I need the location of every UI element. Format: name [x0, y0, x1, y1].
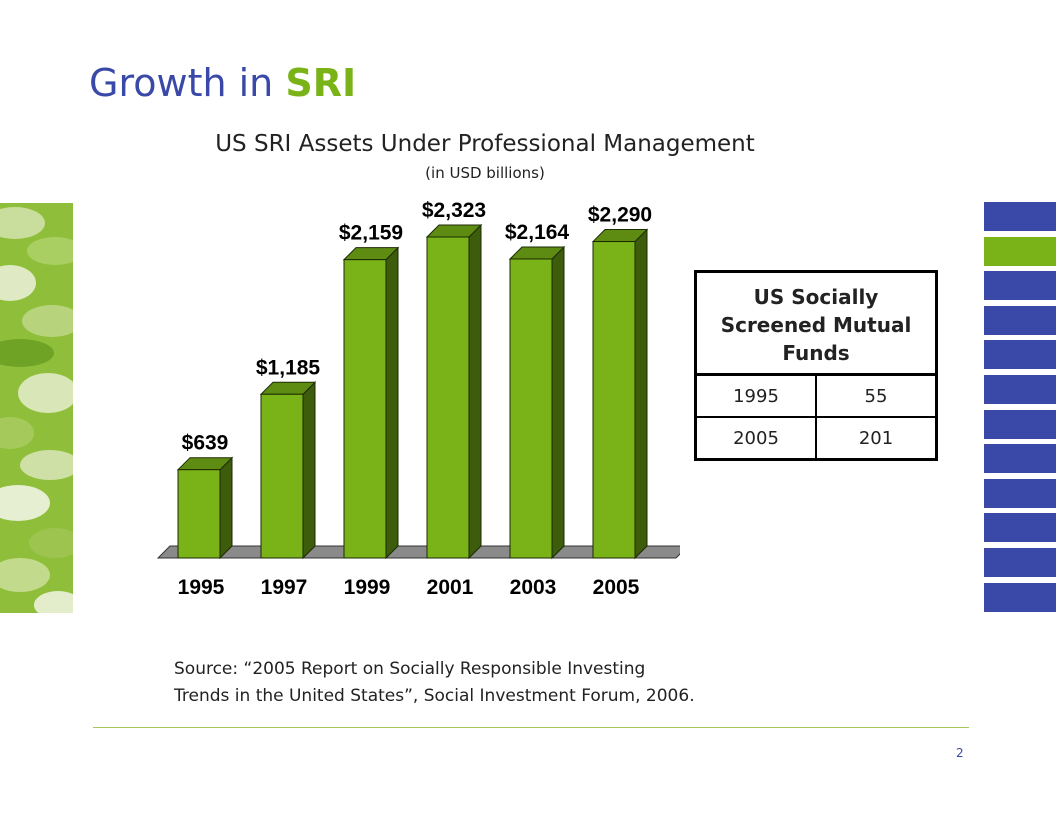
bar-side [551, 245, 565, 560]
bar-side [468, 223, 482, 560]
side-tab-strip [984, 202, 1056, 617]
slide-title-prefix: Growth in [89, 61, 286, 105]
chart-title: US SRI Assets Under Professional Managem… [215, 131, 755, 157]
data-label: $2,290 [588, 204, 652, 227]
bar [592, 241, 636, 559]
source-line-2: Trends in the United States”, Social Inv… [174, 686, 695, 706]
table-count-cell: 55 [816, 374, 937, 418]
table-header-row: US Socially Screened Mutual Funds [695, 271, 937, 376]
data-label: $639 [182, 432, 229, 455]
x-tick-label: 1997 [261, 576, 308, 599]
x-tick-label: 1995 [178, 576, 225, 599]
mutual-funds-table: US Socially Screened Mutual Funds 1995 5… [694, 270, 938, 461]
x-tick-label: 2003 [510, 576, 557, 599]
side-tab [984, 409, 1056, 439]
data-label: $1,185 [256, 356, 321, 379]
side-tab [984, 444, 1056, 474]
data-label: $2,159 [339, 222, 403, 245]
table-year-cell: 1995 [695, 374, 817, 418]
side-tab [984, 271, 1056, 301]
table-count-cell: 201 [858, 427, 894, 449]
bar-side [385, 246, 399, 560]
table-row: 2005 201 [695, 417, 937, 460]
page-number: 2 [956, 746, 964, 760]
pebbles-photo [0, 203, 73, 613]
chart-subtitle: (in USD billions) [425, 164, 545, 182]
side-tab [984, 374, 1056, 404]
side-tab [984, 513, 1056, 543]
source-note: Source: “2005 Report on Socially Respons… [174, 656, 874, 710]
table-row: 1995 55 [695, 374, 937, 418]
bar [426, 236, 470, 559]
bar [343, 259, 387, 559]
bar-side [634, 228, 648, 560]
bar [260, 393, 304, 559]
side-tab [984, 236, 1056, 266]
x-tick-label: 1999 [344, 576, 391, 599]
side-tab [984, 202, 1056, 231]
data-label: $2,323 [422, 199, 486, 222]
x-tick-label: 2005 [593, 576, 640, 599]
slide-title: Growth in SRI [89, 64, 356, 102]
side-tab [984, 340, 1056, 370]
bar [509, 258, 553, 559]
side-tab [984, 582, 1056, 612]
data-label: $2,164 [505, 221, 570, 244]
table-year-cell: 2005 [695, 417, 817, 460]
bar [177, 469, 221, 559]
bar-side [219, 456, 233, 560]
side-tab [984, 547, 1056, 577]
table-header: US Socially Screened Mutual Funds [695, 271, 937, 376]
source-line-1: Source: “2005 Report on Socially Respons… [174, 659, 646, 679]
footer-divider [93, 727, 969, 728]
x-tick-label: 2001 [427, 576, 474, 599]
side-tab [984, 305, 1056, 335]
bar-side [302, 381, 316, 560]
slide-title-accent: SRI [285, 61, 357, 105]
bar-chart: $639 1995 $1,185 1997 $2,159 1999 $2,323 2001 $2… [156, 199, 680, 599]
side-tab [984, 478, 1056, 508]
